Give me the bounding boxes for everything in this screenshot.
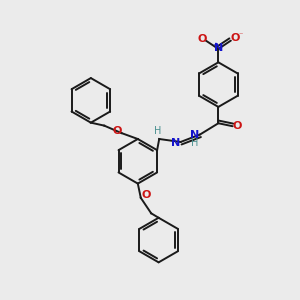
Text: H: H	[154, 126, 161, 136]
Text: O: O	[233, 121, 242, 131]
Text: O: O	[197, 34, 206, 44]
Text: O: O	[112, 126, 122, 136]
Text: N: N	[171, 138, 180, 148]
Text: H: H	[191, 138, 198, 148]
Text: O: O	[141, 190, 151, 200]
Text: N: N	[190, 130, 199, 140]
Text: O: O	[231, 33, 240, 43]
Text: ⁻: ⁻	[238, 31, 242, 40]
Text: N: N	[214, 43, 223, 53]
Text: +: +	[212, 42, 218, 48]
